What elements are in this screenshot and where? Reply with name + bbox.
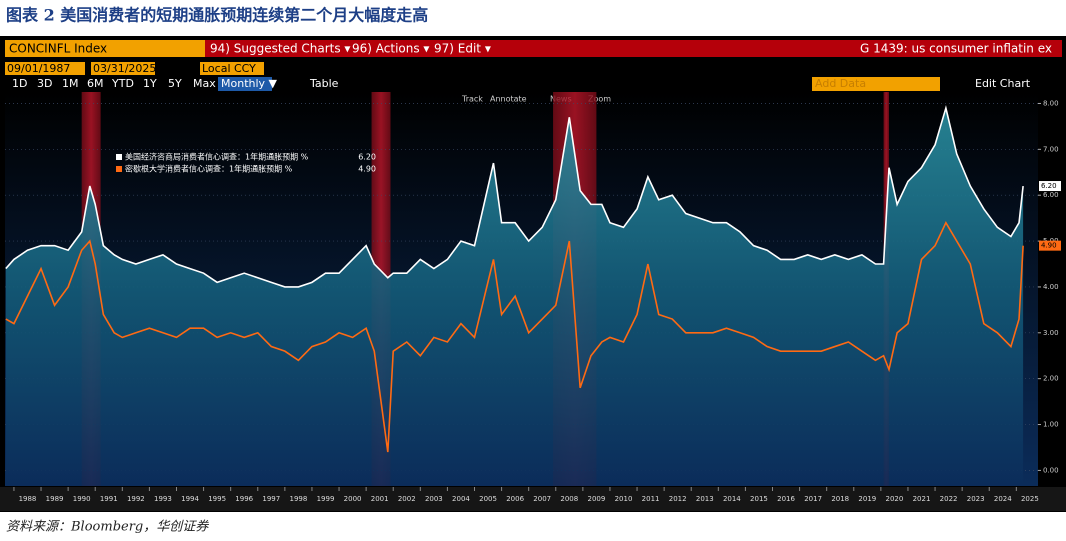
x-tick-label: 2022 [940,495,958,503]
series-line [5,104,1024,288]
x-tick-label: 2017 [804,495,822,503]
currency-box[interactable] [200,62,264,75]
legend-swatch [116,154,122,160]
range-button[interactable]: 6M [87,77,104,90]
legend-label: 美国经济咨商局消费者信心调查：1年期通胀预期 % [125,152,309,162]
range-button[interactable]: 1Y [143,77,157,90]
x-tick-label: 1989 [46,495,64,503]
tool[interactable]: Track [461,95,483,104]
legend-swatch [116,166,122,172]
x-tick-label: 2023 [967,495,985,503]
x-tick-label: 1993 [154,495,172,503]
start-date[interactable]: 09/01/1987 [7,62,70,75]
last-value-label: 6.20 [1041,182,1057,190]
range-button[interactable]: 5Y [168,77,182,90]
y-tick-label: 2.00 [1043,375,1059,383]
x-tick-label: 2000 [344,495,362,503]
range-button[interactable]: YTD [111,77,134,90]
x-tick-label: 1997 [262,495,280,503]
legend-label: 密歇根大学消费者信心调查：1年期通胀预期 % [125,164,293,174]
x-tick-label: 2015 [750,495,768,503]
x-tick-label: 2006 [506,495,524,503]
last-value-label: 4.90 [1041,242,1057,250]
x-tick-label: 2005 [479,495,497,503]
x-tick-label: 2014 [723,495,741,503]
tool[interactable]: Zoom [588,95,611,104]
x-axis-strip [0,487,1066,511]
x-tick-label: 2013 [696,495,714,503]
x-tick-label: 2012 [669,495,687,503]
chart-id: G 1439: us consumer inflatin ex [860,42,1052,56]
add-data-box[interactable] [812,77,940,91]
last-value-box [1039,240,1061,251]
source: 资料来源：Bloomberg，华创证券 [6,520,209,535]
x-tick-label: 1994 [181,495,199,503]
frequency-box[interactable] [218,77,272,91]
x-tick-label: 1996 [235,495,253,503]
x-tick-label: 1988 [19,495,37,503]
y-tick-label: 8.00 [1043,99,1059,107]
table-button[interactable]: Table [309,77,339,90]
x-tick-label: 2025 [1021,495,1039,503]
end-date[interactable]: 03/31/2025 [93,62,156,75]
menu-item[interactable]: 96) Actions ▾ [352,42,429,56]
x-tick-label: 2018 [831,495,849,503]
x-tick-label: 2002 [398,495,416,503]
menu-item[interactable]: 97) Edit ▾ [434,42,491,56]
x-tick-label: 1995 [208,495,226,503]
range-button[interactable]: 1D [12,77,27,90]
frequency[interactable]: Monthly ▼ [221,77,278,90]
last-value-box [1039,181,1061,192]
y-tick-label: 7.00 [1043,145,1059,153]
range-button[interactable]: Max [193,77,216,90]
menu-bar [205,40,1062,57]
x-tick-label: 2008 [560,495,578,503]
currency[interactable]: Local CCY [202,62,256,75]
ticker-box [5,40,205,57]
range-button[interactable]: 1M [62,77,79,90]
x-tick-label: 2007 [533,495,551,503]
menu-item[interactable]: 94) Suggested Charts ▾ [210,42,350,56]
range-button[interactable]: 3D [37,77,52,90]
x-tick-label: 1998 [289,495,307,503]
legend-value: 6.20 [358,153,376,162]
x-tick-label: 2024 [994,495,1012,503]
y-tick-label: 3.00 [1043,329,1059,337]
x-tick-label: 1992 [127,495,145,503]
x-tick-label: 1990 [73,495,91,503]
x-tick-label: 2020 [886,495,904,503]
y-tick-label: 4.00 [1043,283,1059,291]
x-tick-label: 2001 [371,495,389,503]
x-tick-label: 2010 [615,495,633,503]
series-line [5,221,1024,453]
y-tick-label: 1.00 [1043,421,1059,429]
date-box[interactable] [91,62,155,75]
x-tick-label: 2004 [452,495,470,503]
tool[interactable]: Annotate [490,95,527,104]
y-tick-label: 0.00 [1043,466,1059,474]
x-tick-label: 2011 [642,495,660,503]
x-tick-label: 2009 [587,495,605,503]
add-data[interactable]: Add Data [815,77,866,90]
legend-value: 4.90 [358,165,376,174]
x-tick-label: 2003 [425,495,443,503]
edit-chart[interactable]: Edit Chart [975,77,1031,90]
date-box[interactable] [5,62,85,75]
x-tick-label: 2021 [913,495,931,503]
x-tick-label: 1991 [100,495,118,503]
x-tick-label: 2016 [777,495,795,503]
x-tick-label: 2019 [858,495,876,503]
y-tick-label: 6.00 [1043,191,1059,199]
x-tick-label: 1999 [317,495,335,503]
page-title: 图表 2 美国消费者的短期通胀预期连续第二个月大幅度走高 [6,6,428,25]
ticker: CONCINFL Index [9,42,107,56]
